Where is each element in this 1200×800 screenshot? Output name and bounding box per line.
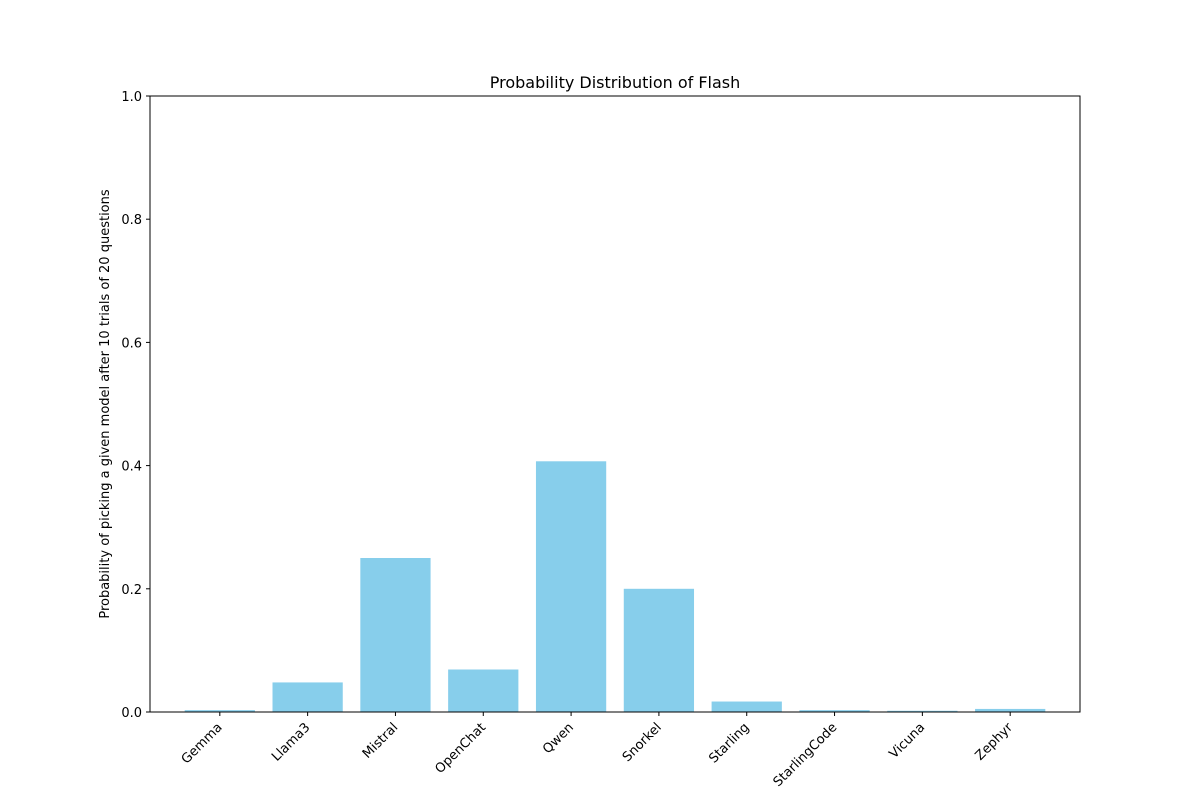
y-tick-label: 0.6	[121, 336, 142, 351]
bar-starlingcode	[799, 710, 870, 712]
y-ticks-group: 0.0 0.2 0.4 0.6 0.8 1.0	[121, 90, 150, 721]
bar-vicuna	[887, 710, 958, 712]
x-tick-label: Vicuna	[887, 720, 929, 762]
x-tick-label: Qwen	[540, 720, 577, 757]
x-tick-label: Snorkel	[620, 720, 665, 765]
x-tick-label: Starling	[706, 720, 752, 766]
y-axis-label: Probability of picking a given model aft…	[98, 189, 113, 619]
y-tick-label: 1.0	[121, 90, 142, 105]
bar-mistral	[360, 558, 431, 712]
bars-group	[184, 461, 1046, 712]
bar-llama3	[272, 682, 343, 712]
x-tick-label: Gemma	[179, 720, 226, 767]
bar-starling	[711, 701, 782, 712]
bar-snorkel	[623, 588, 695, 712]
x-tick-label: StarlingCode	[771, 720, 841, 790]
bar-qwen	[535, 461, 607, 712]
bar-zephyr	[975, 708, 1046, 712]
bar-gemma	[184, 710, 255, 712]
x-ticks-group: Gemma Llama3 Mistral OpenChat Qwen Snorkel Sta…	[179, 712, 1017, 790]
x-tick-label: Mistral	[360, 720, 401, 761]
x-tick-label: Llama3	[269, 720, 313, 764]
chart-title: Probability Distribution of Flash	[490, 73, 741, 92]
y-tick-label: 0.2	[121, 583, 142, 598]
x-tick-label: OpenChat	[432, 720, 489, 777]
x-tick-label: Zephyr	[973, 720, 1017, 764]
bar-openchat	[448, 669, 519, 712]
plot-frame	[149, 95, 1081, 713]
y-tick-label: 0.0	[121, 706, 142, 721]
y-tick-label: 0.8	[121, 213, 142, 228]
y-tick-label: 0.4	[121, 460, 142, 475]
